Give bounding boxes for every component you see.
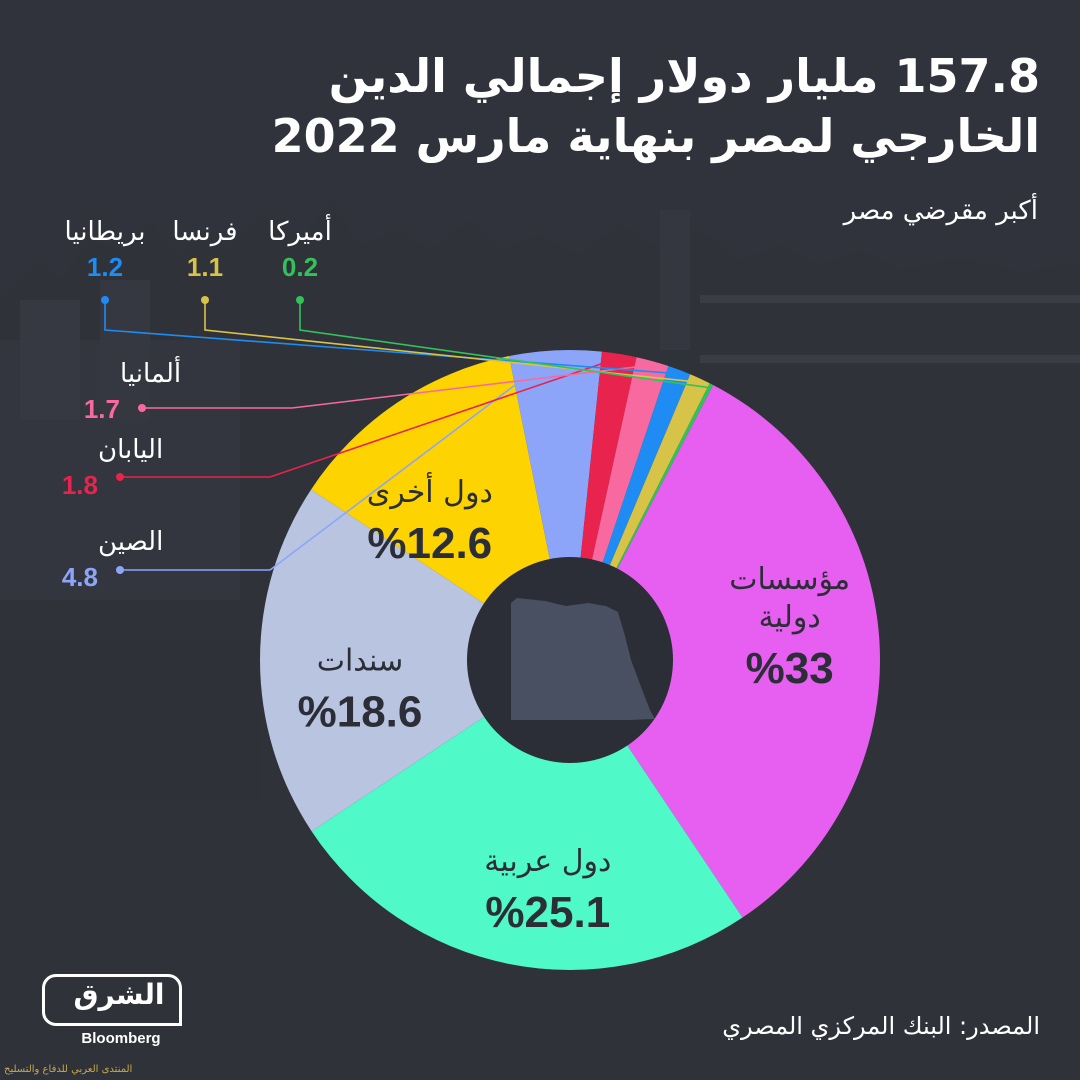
leader-line-france [204, 300, 699, 384]
leader-dot-france [201, 296, 209, 304]
leader-line-japan [120, 357, 619, 478]
callout-value-japan: 1.8 [62, 470, 98, 500]
callout-value-china: 4.8 [62, 562, 98, 592]
slice-label-arab: دول عربية [484, 844, 611, 879]
logo-brand-en: Bloomberg [81, 1030, 161, 1047]
watermark: المنتدى العربي للدفاع والتسليح [4, 1064, 133, 1075]
callout-value-usa: 0.2 [282, 252, 318, 282]
slice-value-arab: %25.1 [485, 888, 610, 937]
chart-subtitle: أكبر مقرضي مصر [843, 196, 1038, 226]
slice-bonds [260, 489, 570, 832]
slice-intl [570, 385, 881, 918]
source-note: المصدر: البنك المركزي المصري [722, 1012, 1040, 1040]
title-line-2: الخارجي لمصر بنهاية مارس 2022 [271, 109, 1040, 163]
callout-label-france: فرنسا [172, 217, 237, 247]
chart-title: 157.8 مليار دولار إجمالي الدين الخارجي ل… [140, 46, 1040, 166]
slice-value-other: %12.6 [367, 519, 492, 568]
callout-label-uk: بريطانيا [64, 217, 145, 247]
callout-label-japan: اليابان [98, 435, 163, 465]
slice-value-bonds: %18.6 [298, 687, 423, 736]
callout-value-uk: 1.2 [87, 252, 123, 282]
callout-label-china: الصين [98, 527, 163, 557]
logo-brand-ar: الشرق [73, 978, 165, 1011]
callout-label-germany: ألمانيا [120, 355, 181, 389]
slice-china [509, 349, 602, 660]
logo-frame [42, 974, 182, 1026]
leader-dot-uk [101, 296, 109, 304]
leader-line-usa [299, 300, 710, 389]
slice-label-bonds: سندات [317, 643, 404, 678]
asharq-bloomberg-logo: الشرق Bloomberg [26, 968, 186, 1060]
title-line-1: 157.8 مليار دولار إجمالي الدين [328, 49, 1040, 103]
slice-arab [311, 660, 743, 971]
leader-line-germany [142, 364, 652, 409]
leader-dot-china [116, 566, 124, 574]
slice-value-intl: %33 [746, 644, 834, 693]
slice-label-intl-1: مؤسسات [729, 562, 850, 597]
leader-dot-germany [138, 404, 146, 412]
leader-dot-japan [116, 473, 124, 481]
egypt-map-icon [511, 598, 655, 720]
slice-label-intl-2: دولية [759, 600, 821, 635]
slice-label-other: دول أخرى [367, 471, 493, 510]
callout-value-germany: 1.7 [84, 394, 120, 424]
leader-dot-usa [296, 296, 304, 304]
callout-label-usa: أميركا [268, 213, 332, 247]
callout-value-france: 1.1 [187, 252, 223, 282]
leader-line-china [120, 353, 557, 571]
